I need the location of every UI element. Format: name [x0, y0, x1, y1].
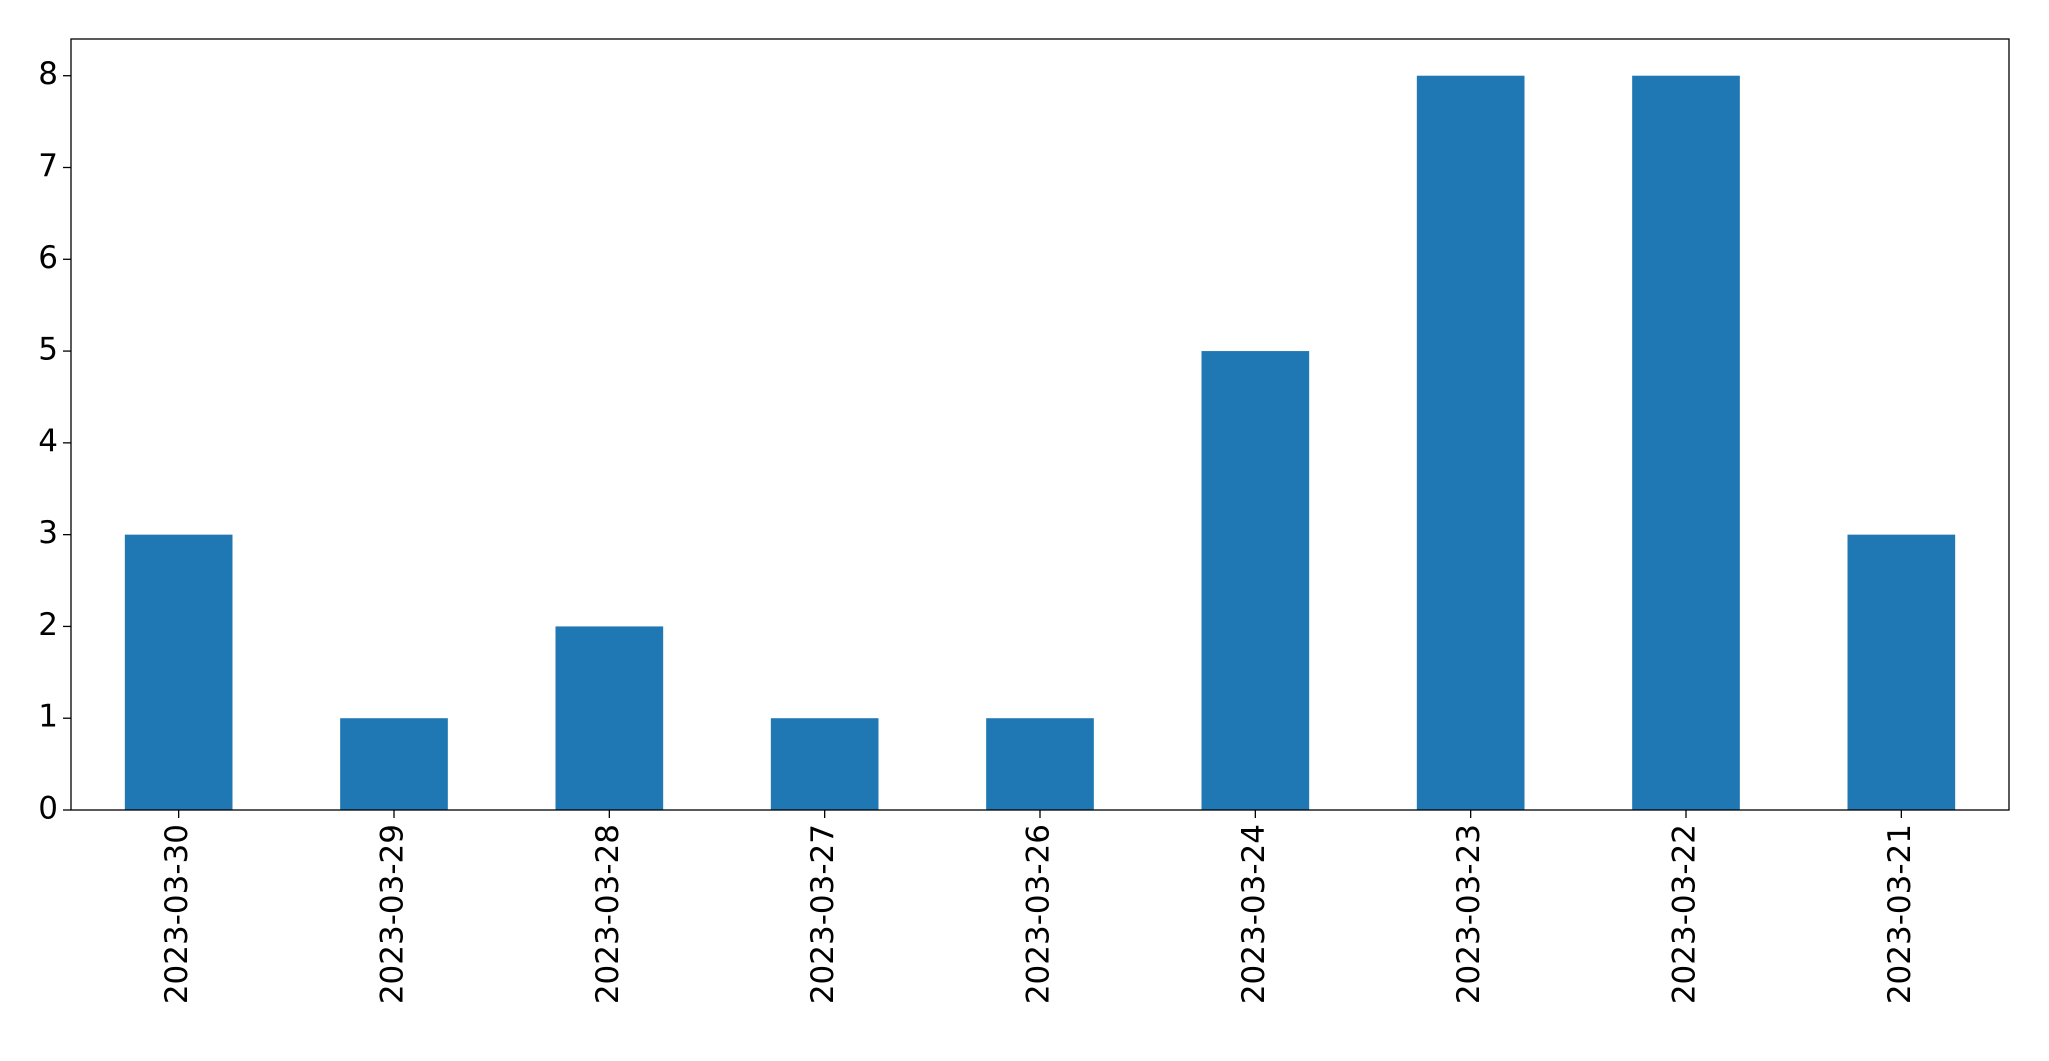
x-tick-label: 2023-03-26 [1021, 824, 1057, 1004]
bar [124, 534, 233, 810]
bar [1416, 75, 1525, 810]
y-tick-label: 6 [38, 240, 58, 276]
y-tick-label: 5 [38, 332, 58, 368]
x-tick-label: 2023-03-23 [1451, 824, 1487, 1004]
x-tick-label: 2023-03-24 [1236, 824, 1272, 1004]
y-tick-label: 7 [38, 148, 58, 184]
x-tick-label: 2023-03-29 [375, 824, 411, 1004]
y-tick-label: 4 [38, 423, 58, 459]
x-tick-label: 2023-03-30 [159, 824, 195, 1004]
plot-frame [70, 38, 2010, 811]
x-tick-label: 2023-03-28 [590, 824, 626, 1004]
x-tick-label: 2023-03-27 [805, 824, 841, 1004]
y-tick-label: 8 [38, 56, 58, 92]
y-tick-label: 0 [38, 791, 58, 827]
y-tick-label: 1 [38, 699, 58, 735]
y-tick-label: 3 [38, 515, 58, 551]
bar [770, 718, 879, 810]
bar [340, 718, 448, 810]
bar [986, 718, 1094, 810]
x-tick-label: 2023-03-21 [1882, 824, 1918, 1004]
bar [555, 626, 664, 810]
bar [1201, 351, 1310, 810]
bar [1847, 534, 1956, 810]
y-tick-label: 2 [38, 607, 58, 643]
x-tick-label: 2023-03-22 [1667, 824, 1703, 1004]
bar [1632, 75, 1740, 810]
